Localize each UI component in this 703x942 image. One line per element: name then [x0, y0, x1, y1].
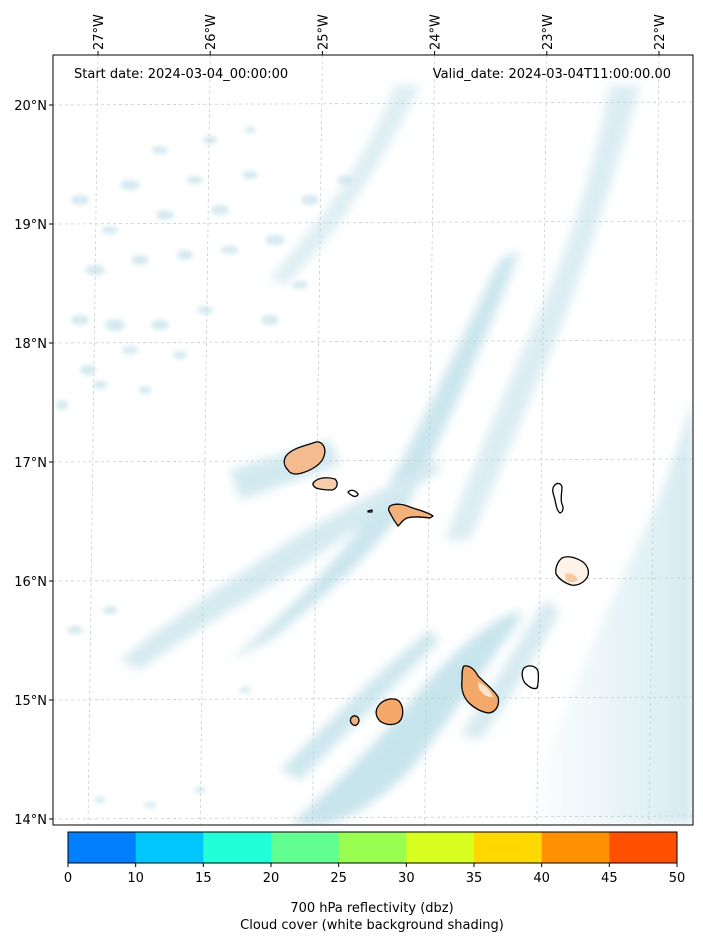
island-fogo [375, 698, 404, 726]
colorbar-tick-label: 45 [601, 871, 618, 886]
longitude-tick-label: 22°W [653, 14, 668, 50]
reflectivity-colorbar [67, 831, 678, 864]
colorbar-tick-label: 30 [398, 871, 415, 886]
colorbar-segment [406, 832, 475, 863]
island-brava [349, 715, 360, 727]
parallel-gridline [53, 458, 693, 463]
island-santiago-highlight [478, 682, 493, 698]
meridian-gridline [87, 55, 99, 825]
island-maio [521, 665, 540, 690]
meridian-gridline [536, 55, 548, 825]
valid-date-label: Valid_date: 2024-03-04T11:00:00.00 [433, 67, 671, 82]
longitude-tick-label: 23°W [541, 14, 556, 50]
island-sao-nicolau [387, 503, 434, 527]
parallel-gridline [53, 220, 693, 225]
cloud-band-east [520, 400, 693, 825]
latitude-tick-label: 19°N [14, 218, 47, 233]
map-frame [52, 54, 694, 826]
start-date-label: Start date: 2024-03-04_00:00:00 [74, 67, 288, 82]
meridian-gridline [199, 55, 211, 825]
cloud-band-north-thin [270, 85, 420, 285]
colorbar-tick-label: 10 [127, 871, 144, 886]
colorbar-tick-label: 35 [466, 871, 483, 886]
meridian-gridline [312, 55, 323, 825]
land-masses [283, 441, 590, 727]
colorbar-tick-label: 20 [263, 871, 280, 886]
cloud-plume-south-2 [280, 630, 440, 780]
longitude-tick-label: 26°W [204, 14, 219, 50]
island-branco [367, 509, 373, 513]
island-boa-vista [555, 556, 590, 586]
latitude-tick-label: 16°N [14, 575, 47, 590]
longitude-tick-label: 25°W [316, 14, 331, 50]
colorbar-label: 700 hPa reflectivity (dbz) [290, 901, 453, 916]
latitude-tick-label: 14°N [14, 813, 47, 828]
colorbar-tick-label: 0 [64, 871, 72, 886]
colorbar-segment [541, 832, 610, 863]
colorbar-tick-label: 50 [669, 871, 686, 886]
island-santa-luzia [347, 489, 359, 498]
island-santo-antao [283, 441, 326, 475]
island-sal [552, 482, 564, 514]
cloud-band-northeast [445, 85, 640, 540]
colorbar-tick-label: 15 [195, 871, 212, 886]
cloud-plume-north-islands [120, 460, 440, 670]
colorbar-segment [68, 832, 137, 863]
colorbar-tick-labels: 0 10 15 20 25 30 35 40 45 50 [64, 863, 685, 886]
latitude-labels: 20°N 19°N 18°N 17°N 16°N 15°N 14°N [14, 99, 53, 828]
longitude-labels: 27°W 26°W 25°W 24°W 23°W 22°W [92, 14, 668, 55]
colorbar-segment [609, 832, 678, 863]
colorbar-segment [271, 832, 340, 863]
latitude-tick-label: 18°N [14, 337, 47, 352]
meridian-gridline [424, 55, 435, 825]
colorbar-segment [135, 832, 204, 863]
colorbar-tick-label: 25 [330, 871, 347, 886]
map-gridlines [53, 55, 693, 825]
latitude-tick-label: 20°N [14, 99, 47, 114]
parallel-gridline [53, 696, 693, 701]
island-boa-vista-shade [565, 573, 578, 583]
longitude-tick-label: 27°W [92, 14, 107, 50]
meridian-gridline [648, 55, 660, 825]
cloud-plume-south-1 [290, 610, 520, 825]
parallel-gridline [53, 815, 693, 820]
colorbar-sublabel: Cloud cover (white background shading) [240, 918, 504, 933]
colorbar-segment [203, 832, 272, 863]
parallel-gridline [53, 577, 693, 582]
parallel-gridline [53, 339, 693, 344]
colorbar-segment [474, 832, 543, 863]
parallel-gridline [53, 101, 693, 106]
island-sao-vicente [312, 477, 338, 491]
colorbar-border [67, 831, 678, 864]
cloud-cells-northwest [56, 127, 353, 808]
latitude-tick-label: 15°N [14, 694, 47, 709]
colorbar-tick-label: 40 [533, 871, 550, 886]
longitude-tick-label: 24°W [429, 14, 444, 50]
cloud-band-central [230, 250, 520, 660]
latitude-tick-label: 17°N [14, 456, 47, 471]
colorbar-segment [338, 832, 407, 863]
